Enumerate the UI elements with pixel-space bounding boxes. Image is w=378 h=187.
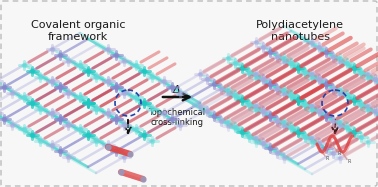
Text: R: R xyxy=(347,159,351,164)
Text: R: R xyxy=(325,156,329,160)
Text: R: R xyxy=(338,151,341,156)
Text: Δ: Δ xyxy=(173,85,181,95)
Text: Topochemical
cross-linking: Topochemical cross-linking xyxy=(149,108,206,127)
Text: Polydiacetylene
nanotubes: Polydiacetylene nanotubes xyxy=(256,20,344,42)
Text: Covalent organic
framework: Covalent organic framework xyxy=(31,20,125,42)
